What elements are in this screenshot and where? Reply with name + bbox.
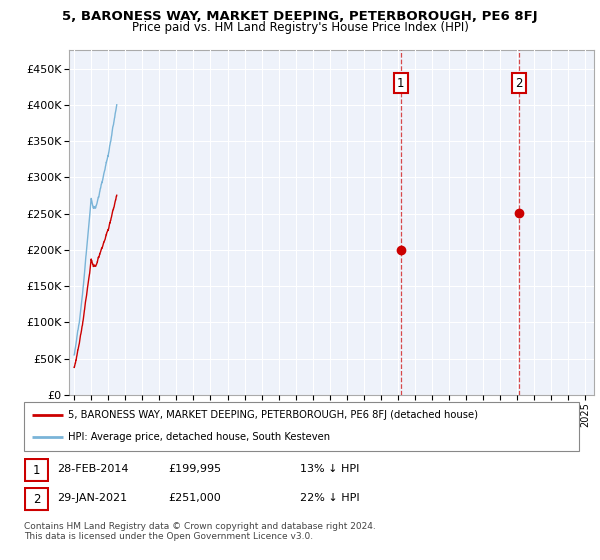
Text: Contains HM Land Registry data © Crown copyright and database right 2024.
This d: Contains HM Land Registry data © Crown c… [24,522,376,542]
Text: 1: 1 [397,77,404,90]
Text: 5, BARONESS WAY, MARKET DEEPING, PETERBOROUGH, PE6 8FJ: 5, BARONESS WAY, MARKET DEEPING, PETERBO… [62,10,538,23]
Text: 29-JAN-2021: 29-JAN-2021 [57,493,127,503]
Text: 2: 2 [33,493,40,506]
Text: £251,000: £251,000 [168,493,221,503]
Text: 2: 2 [515,77,523,90]
FancyBboxPatch shape [25,459,48,481]
Text: 13% ↓ HPI: 13% ↓ HPI [300,464,359,474]
Text: £199,995: £199,995 [168,464,221,474]
Text: 28-FEB-2014: 28-FEB-2014 [57,464,128,474]
Text: Price paid vs. HM Land Registry's House Price Index (HPI): Price paid vs. HM Land Registry's House … [131,21,469,34]
Text: HPI: Average price, detached house, South Kesteven: HPI: Average price, detached house, Sout… [68,432,331,442]
Text: 1: 1 [33,464,40,477]
FancyBboxPatch shape [24,402,579,451]
Text: 22% ↓ HPI: 22% ↓ HPI [300,493,359,503]
FancyBboxPatch shape [25,488,48,510]
Text: 5, BARONESS WAY, MARKET DEEPING, PETERBOROUGH, PE6 8FJ (detached house): 5, BARONESS WAY, MARKET DEEPING, PETERBO… [68,410,478,420]
